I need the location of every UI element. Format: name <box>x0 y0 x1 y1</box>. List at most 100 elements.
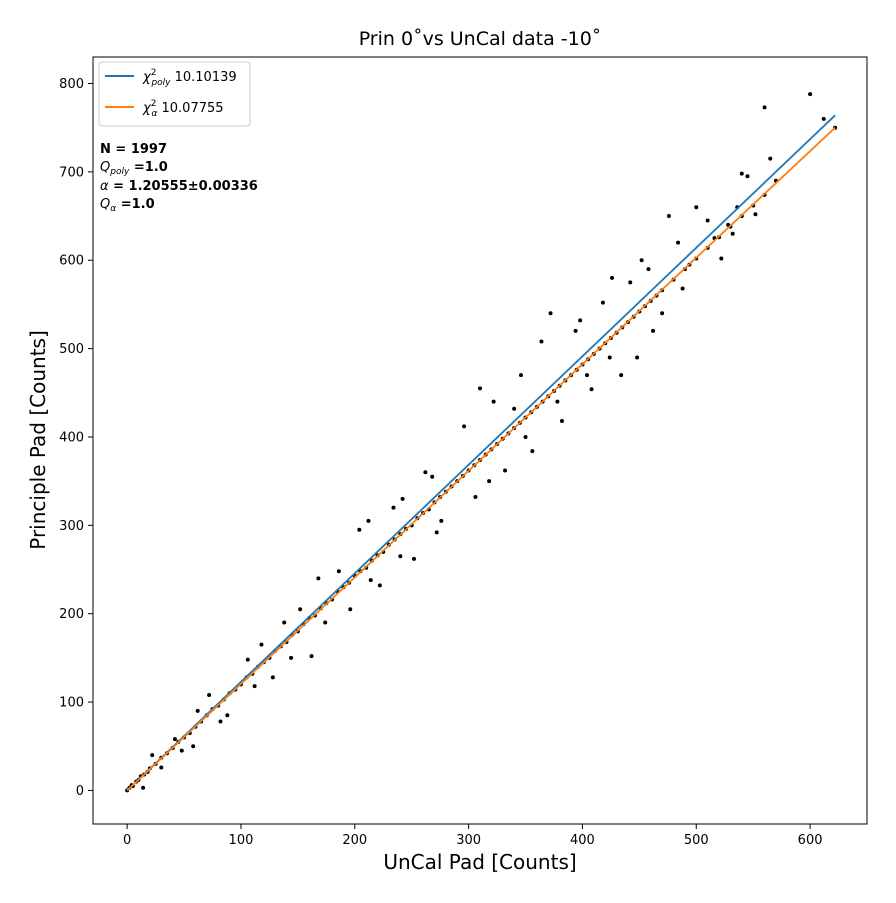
x-tick-label: 200 <box>342 833 367 848</box>
scatter-point <box>512 406 517 411</box>
scatter-point <box>539 339 544 344</box>
scatter-point <box>589 387 594 392</box>
scatter-point <box>434 530 439 535</box>
x-tick-label: 500 <box>684 833 709 848</box>
x-tick-label: 400 <box>570 833 595 848</box>
scatter-point <box>651 328 656 333</box>
scatter-point <box>719 256 724 261</box>
scatter-point <box>530 449 535 454</box>
scatter-point <box>368 578 373 583</box>
scatter-point <box>578 318 583 323</box>
y-tick-label: 0 <box>76 784 84 799</box>
y-tick-label: 700 <box>59 165 84 180</box>
y-tick-label: 200 <box>59 607 84 622</box>
y-tick-label: 400 <box>59 430 84 445</box>
scatter-point <box>195 708 200 713</box>
scatter-point <box>548 311 553 316</box>
scatter-point <box>225 713 230 718</box>
scatter-point <box>821 116 826 121</box>
scatter-point <box>259 642 264 647</box>
scatter-point <box>398 554 403 559</box>
stat-alpha: α = 1.20555±0.00336 <box>100 179 258 194</box>
chart-title: Prin 0˚vs UnCal data -10˚ <box>359 28 602 50</box>
scatter-point <box>555 399 560 404</box>
stat-q-alpha: Qα =1.0 <box>100 197 155 214</box>
scatter-point <box>366 518 371 523</box>
y-tick-label: 800 <box>59 77 84 92</box>
y-tick-label: 300 <box>59 519 84 534</box>
scatter-point <box>745 174 750 179</box>
y-tick-label: 500 <box>59 342 84 357</box>
scatter-point <box>600 300 605 305</box>
scatter-point <box>179 748 184 753</box>
scatter-point <box>619 373 624 378</box>
scatter-point <box>646 267 651 272</box>
scatter-point <box>298 607 303 612</box>
scatter-point <box>439 518 444 523</box>
legend-box <box>98 61 251 127</box>
scatter-point <box>411 556 416 561</box>
scatter-point <box>753 212 758 217</box>
scatter-point <box>430 474 435 479</box>
scatter-point <box>207 692 212 697</box>
scatter-point <box>191 744 196 749</box>
scatter-point <box>610 275 615 280</box>
scatter-point <box>676 240 681 245</box>
scatter-point <box>666 214 671 219</box>
y-axis-title: Principle Pad [Counts] <box>26 330 50 550</box>
y-tick-label: 600 <box>59 254 84 269</box>
stat-q-poly: Qpoly =1.0 <box>100 160 168 177</box>
scatter-point <box>628 280 633 285</box>
scatter-point <box>309 654 314 659</box>
scatter-point <box>730 231 735 236</box>
x-axis-title: UnCal Pad [Counts] <box>383 850 576 874</box>
scatter-point <box>768 156 773 161</box>
scatter-point <box>270 675 275 680</box>
stats-annotation: N = 1997 Qpoly =1.0 α = 1.20555±0.00336 … <box>100 142 258 214</box>
scatter-point <box>316 576 321 581</box>
scatter-point <box>694 205 699 210</box>
scatter-point <box>478 386 482 391</box>
scatter-point <box>523 434 528 439</box>
scatter-point <box>660 311 665 316</box>
scatter-point <box>377 583 382 588</box>
scatter-point <box>762 105 767 110</box>
scatter-point <box>607 355 612 360</box>
scatter-point <box>503 468 508 473</box>
y-axis-ticks: 0 100 200 300 400 500 600 700 800 <box>59 77 93 799</box>
x-tick-label: 600 <box>798 833 823 848</box>
scatter-point <box>680 286 685 291</box>
plot-frame <box>92 56 868 825</box>
scatter-point <box>150 753 155 758</box>
scatter-point <box>635 355 640 360</box>
scatter-point <box>584 373 589 378</box>
scatter-point <box>559 419 564 424</box>
x-tick-label: 300 <box>456 833 481 848</box>
scatter-point <box>423 470 428 475</box>
scatter-point <box>348 607 353 612</box>
legend: χ2 poly 10.10139 χ2 α 10.07755 <box>98 61 251 127</box>
legend-label-poly: χ2 poly 10.10139 <box>142 68 237 88</box>
scatter-point <box>808 92 813 97</box>
scatter-point <box>357 527 362 532</box>
scatter-point <box>518 373 523 378</box>
scatter-point <box>705 218 710 223</box>
fit-line-0 <box>126 114 836 792</box>
scatter-point <box>159 765 164 770</box>
scatter-point <box>172 737 177 742</box>
scatter-point <box>141 785 146 790</box>
scatter-point <box>400 496 405 501</box>
stat-n: N = 1997 <box>100 142 167 157</box>
scatter-point <box>639 258 644 263</box>
scatter-point <box>391 505 396 510</box>
scatter-point <box>245 657 250 662</box>
scatter-point <box>491 399 496 404</box>
x-tick-label: 100 <box>229 833 254 848</box>
x-tick-label: 0 <box>123 833 131 848</box>
scatter-point <box>323 620 328 625</box>
fit-lines <box>126 114 836 792</box>
scatter-point <box>473 495 478 500</box>
scatter-point <box>218 719 223 724</box>
fit-line-1 <box>126 127 836 792</box>
